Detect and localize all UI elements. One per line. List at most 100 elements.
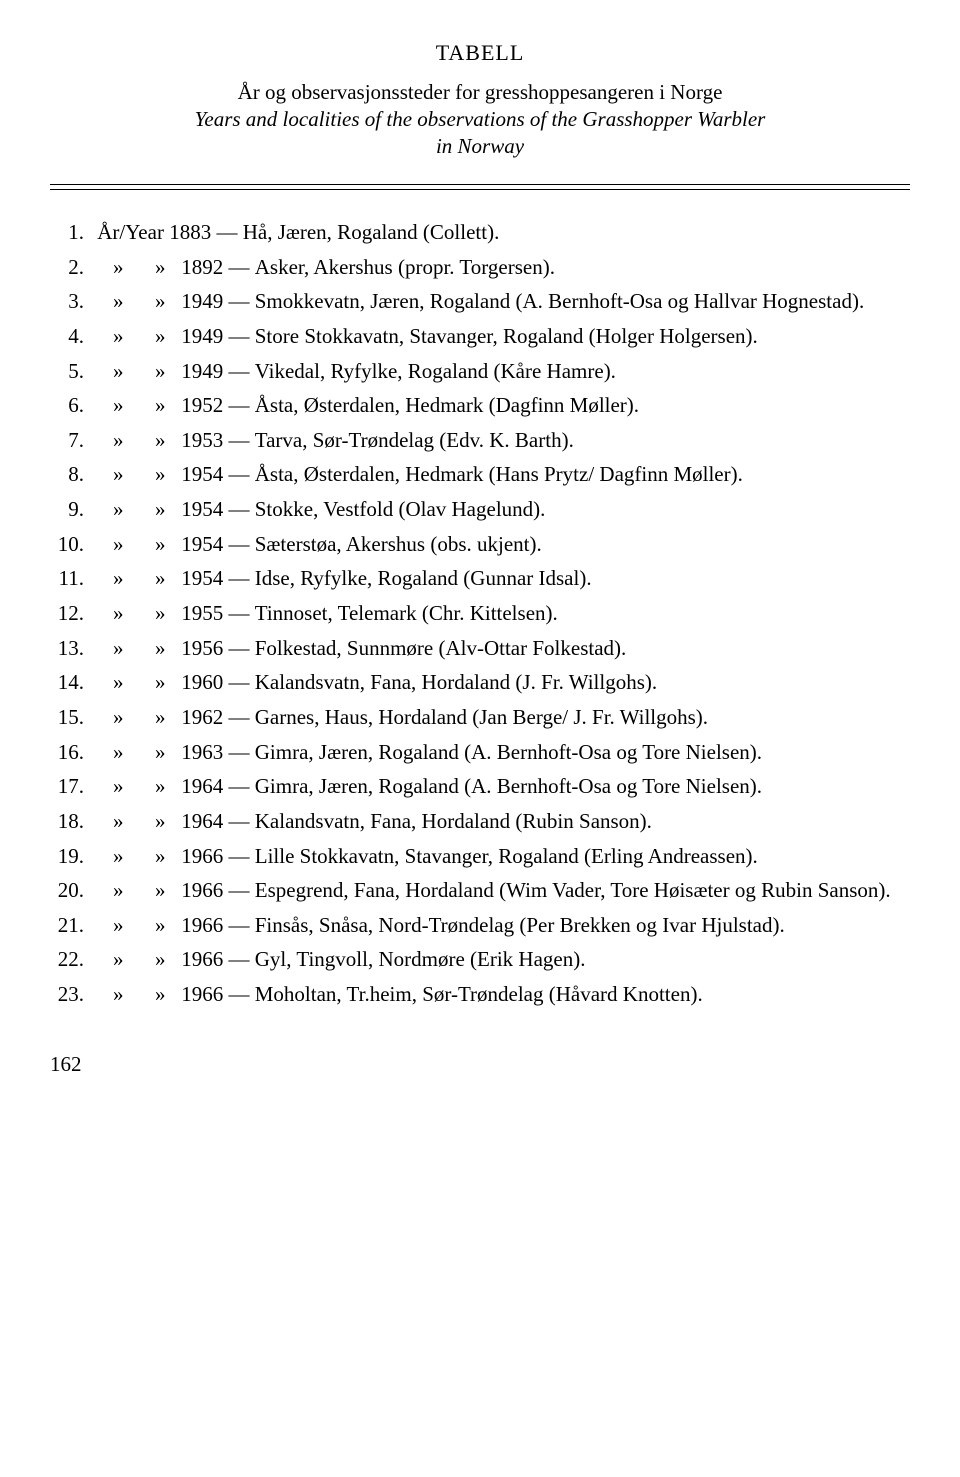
divider-top [50,184,910,185]
entry-year-label: » » [92,804,181,839]
entry-description: Hå, Jæren, Rogaland (Collett). [243,215,910,250]
entry-number: 3. [50,284,92,319]
entry-description: Garnes, Haus, Hordaland (Jan Berge/ J. F… [255,700,910,735]
table-row: 22. » » 1966 — Gyl, Tingvoll, Nordmøre (… [50,942,910,977]
entry-description: Stokke, Vestfold (Olav Hagelund). [255,492,910,527]
entry-year-label: » » [92,873,181,908]
entry-description: Smokkevatn, Jæren, Rogaland (A. Bernhoft… [255,284,910,319]
entry-dash: — [216,215,242,250]
entry-dash: — [229,354,255,389]
entry-dash: — [229,839,255,874]
entry-year-label: » » [92,388,181,423]
entry-year: 1962 [181,700,228,735]
entry-dash: — [229,908,255,943]
entry-number: 11. [50,561,92,596]
entry-dash: — [229,527,255,562]
table-row: 3. » » 1949 — Smokkevatn, Jæren, Rogalan… [50,284,910,319]
entry-number: 23. [50,977,92,1012]
entry-dash: — [229,250,255,285]
entry-year: 1955 [181,596,228,631]
entry-number: 8. [50,457,92,492]
divider-bottom [50,189,910,190]
entry-year: 1960 [181,665,228,700]
entry-year: 1966 [181,977,228,1012]
table-row: 10. » » 1954 — Sæterstøa, Akershus (obs.… [50,527,910,562]
table-row: 19. » » 1966 — Lille Stokkavatn, Stavang… [50,839,910,874]
entry-description: Asker, Akershus (propr. Torgersen). [255,250,910,285]
entry-description: Folkestad, Sunnmøre (Alv-Ottar Folkestad… [255,631,910,666]
entry-dash: — [229,561,255,596]
entry-year-label: » » [92,769,181,804]
entry-year-label: » » [92,319,181,354]
entry-number: 10. [50,527,92,562]
entry-year-label: » » [92,457,181,492]
entry-dash: — [229,596,255,631]
entry-number: 16. [50,735,92,770]
entry-year-label: » » [92,665,181,700]
entry-year: 1956 [181,631,228,666]
entry-number: 7. [50,423,92,458]
entry-number: 13. [50,631,92,666]
entry-number: 15. [50,700,92,735]
entry-dash: — [229,700,255,735]
entry-year-label: » » [92,250,181,285]
entry-year: 1964 [181,769,228,804]
entry-year-label: » » [92,561,181,596]
entry-year-label: » » [92,354,181,389]
table-row: 4. » » 1949 — Store Stokkavatn, Stavange… [50,319,910,354]
table-row: 12. » » 1955 — Tinnoset, Telemark (Chr. … [50,596,910,631]
entry-number: 17. [50,769,92,804]
table-row: 7. » » 1953 — Tarva, Sør-Trøndelag (Edv.… [50,423,910,458]
entry-description: Åsta, Østerdalen, Hedmark (Hans Prytz/ D… [255,457,910,492]
entry-year-label: » » [92,839,181,874]
entry-number: 2. [50,250,92,285]
entry-year-label: » » [92,284,181,319]
entry-year-label: » » [92,700,181,735]
entry-year: 1966 [181,873,228,908]
entry-dash: — [229,319,255,354]
table-row: 17. » » 1964 — Gimra, Jæren, Rogaland (A… [50,769,910,804]
table-row: 2. » » 1892 — Asker, Akershus (propr. To… [50,250,910,285]
entry-description: Tinnoset, Telemark (Chr. Kittelsen). [255,596,910,631]
entry-dash: — [229,942,255,977]
entry-year-label: » » [92,908,181,943]
entry-number: 20. [50,873,92,908]
subtitle-english-line2: in Norway [50,134,910,159]
entry-year-label: » » [92,942,181,977]
entry-year: 1952 [181,388,228,423]
entry-dash: — [229,631,255,666]
entry-year: 1949 [181,354,228,389]
entry-number: 4. [50,319,92,354]
entry-number: 9. [50,492,92,527]
entry-year: 1963 [181,735,228,770]
table-row: 14. » » 1960 — Kalandsvatn, Fana, Hordal… [50,665,910,700]
entry-number: 12. [50,596,92,631]
entry-description: Vikedal, Ryfylke, Rogaland (Kåre Hamre). [255,354,910,389]
entry-description: Store Stokkavatn, Stavanger, Rogaland (H… [255,319,910,354]
entry-year-label: År/Year [92,215,169,250]
entry-description: Kalandsvatn, Fana, Hordaland (J. Fr. Wil… [255,665,910,700]
entry-description: Espegrend, Fana, Hordaland (Wim Vader, T… [255,873,910,908]
entry-dash: — [229,977,255,1012]
entry-dash: — [229,804,255,839]
table-row: 16. » » 1963 — Gimra, Jæren, Rogaland (A… [50,735,910,770]
entry-year: 1954 [181,492,228,527]
entry-description: Gimra, Jæren, Rogaland (A. Bernhoft-Osa … [255,735,910,770]
page-number: 162 [50,1052,910,1077]
entry-dash: — [229,492,255,527]
entry-year: 1883 [169,215,216,250]
entry-description: Gimra, Jæren, Rogaland (A. Bernhoft-Osa … [255,769,910,804]
entry-dash: — [229,735,255,770]
table-row: 11. » » 1954 — Idse, Ryfylke, Rogaland (… [50,561,910,596]
table-row: 9. » » 1954 — Stokke, Vestfold (Olav Hag… [50,492,910,527]
entry-number: 6. [50,388,92,423]
table-row: 5. » » 1949 — Vikedal, Ryfylke, Rogaland… [50,354,910,389]
entry-dash: — [229,873,255,908]
entry-description: Kalandsvatn, Fana, Hordaland (Rubin Sans… [255,804,910,839]
entry-description: Åsta, Østerdalen, Hedmark (Dagfinn Mølle… [255,388,910,423]
entry-year-label: » » [92,631,181,666]
entry-year: 1966 [181,839,228,874]
entry-number: 14. [50,665,92,700]
entry-description: Moholtan, Tr.heim, Sør-Trøndelag (Håvard… [255,977,910,1012]
entry-year: 1954 [181,457,228,492]
